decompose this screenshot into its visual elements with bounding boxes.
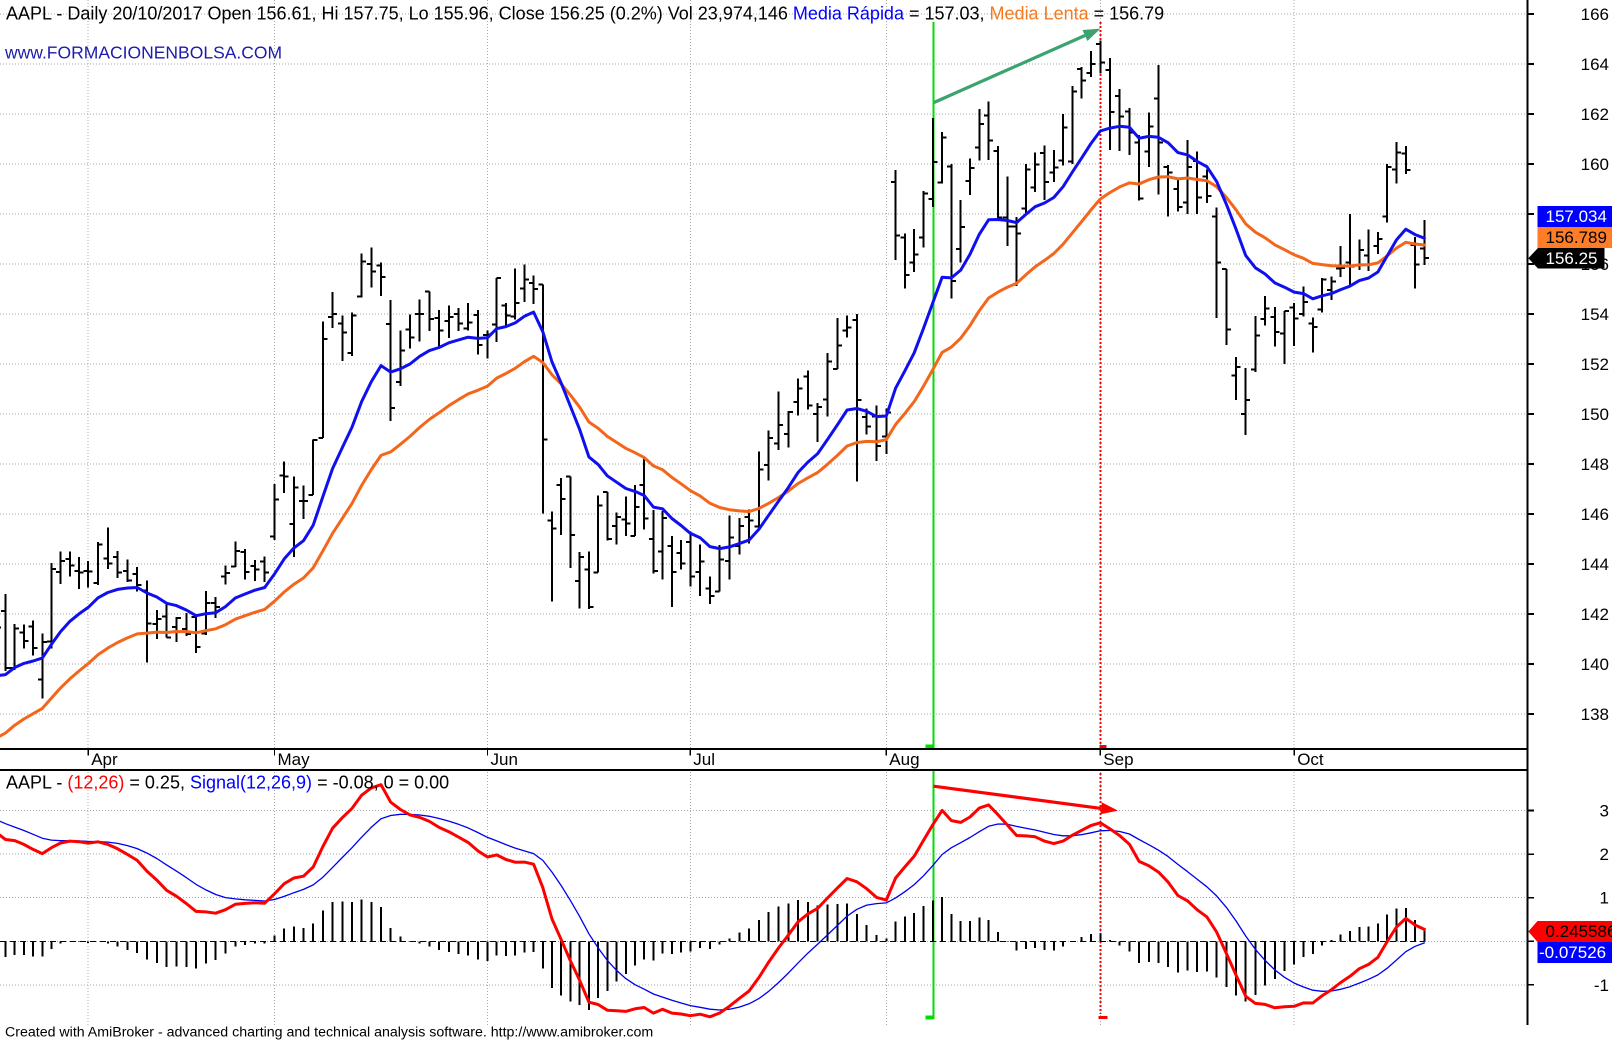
svg-text:Created with AmiBroker - advan: Created with AmiBroker - advanced charti…: [5, 1025, 653, 1041]
svg-text:AAPL - Daily 20/10/2017 Open 1: AAPL - Daily 20/10/2017 Open 156.61, Hi …: [6, 4, 1164, 24]
svg-text:156.789: 156.789: [1546, 228, 1607, 247]
svg-text:May: May: [278, 750, 311, 769]
svg-text:166: 166: [1581, 5, 1609, 24]
svg-text:142: 142: [1581, 605, 1609, 624]
svg-text:146: 146: [1581, 505, 1609, 524]
svg-text:2: 2: [1600, 845, 1609, 864]
svg-text:0.245586: 0.245586: [1546, 922, 1612, 941]
svg-text:138: 138: [1581, 705, 1609, 724]
svg-text:154: 154: [1581, 305, 1609, 324]
svg-text:Aug: Aug: [889, 750, 919, 769]
svg-text:www.FORMACIONENBOLSA.COM: www.FORMACIONENBOLSA.COM: [4, 43, 282, 63]
svg-text:144: 144: [1581, 555, 1609, 574]
svg-text:Apr: Apr: [91, 750, 118, 769]
svg-text:Jun: Jun: [491, 750, 518, 769]
svg-text:3: 3: [1600, 802, 1609, 821]
svg-text:-1: -1: [1594, 976, 1609, 995]
svg-text:AAPL - (12,26) = 0.25, Signal(: AAPL - (12,26) = 0.25, Signal(12,26,9) =…: [6, 773, 449, 793]
svg-text:148: 148: [1581, 455, 1609, 474]
svg-text:140: 140: [1581, 655, 1609, 674]
svg-text:157.034: 157.034: [1546, 207, 1607, 226]
svg-text:1: 1: [1600, 889, 1609, 908]
svg-text:164: 164: [1581, 55, 1609, 74]
svg-text:162: 162: [1581, 105, 1609, 124]
svg-text:150: 150: [1581, 405, 1609, 424]
svg-text:Sep: Sep: [1103, 750, 1133, 769]
svg-text:Oct: Oct: [1297, 750, 1324, 769]
svg-text:152: 152: [1581, 355, 1609, 374]
svg-text:156.25: 156.25: [1546, 249, 1598, 268]
svg-text:-0.07526: -0.07526: [1539, 943, 1606, 962]
svg-text:160: 160: [1581, 155, 1609, 174]
svg-text:Jul: Jul: [693, 750, 715, 769]
